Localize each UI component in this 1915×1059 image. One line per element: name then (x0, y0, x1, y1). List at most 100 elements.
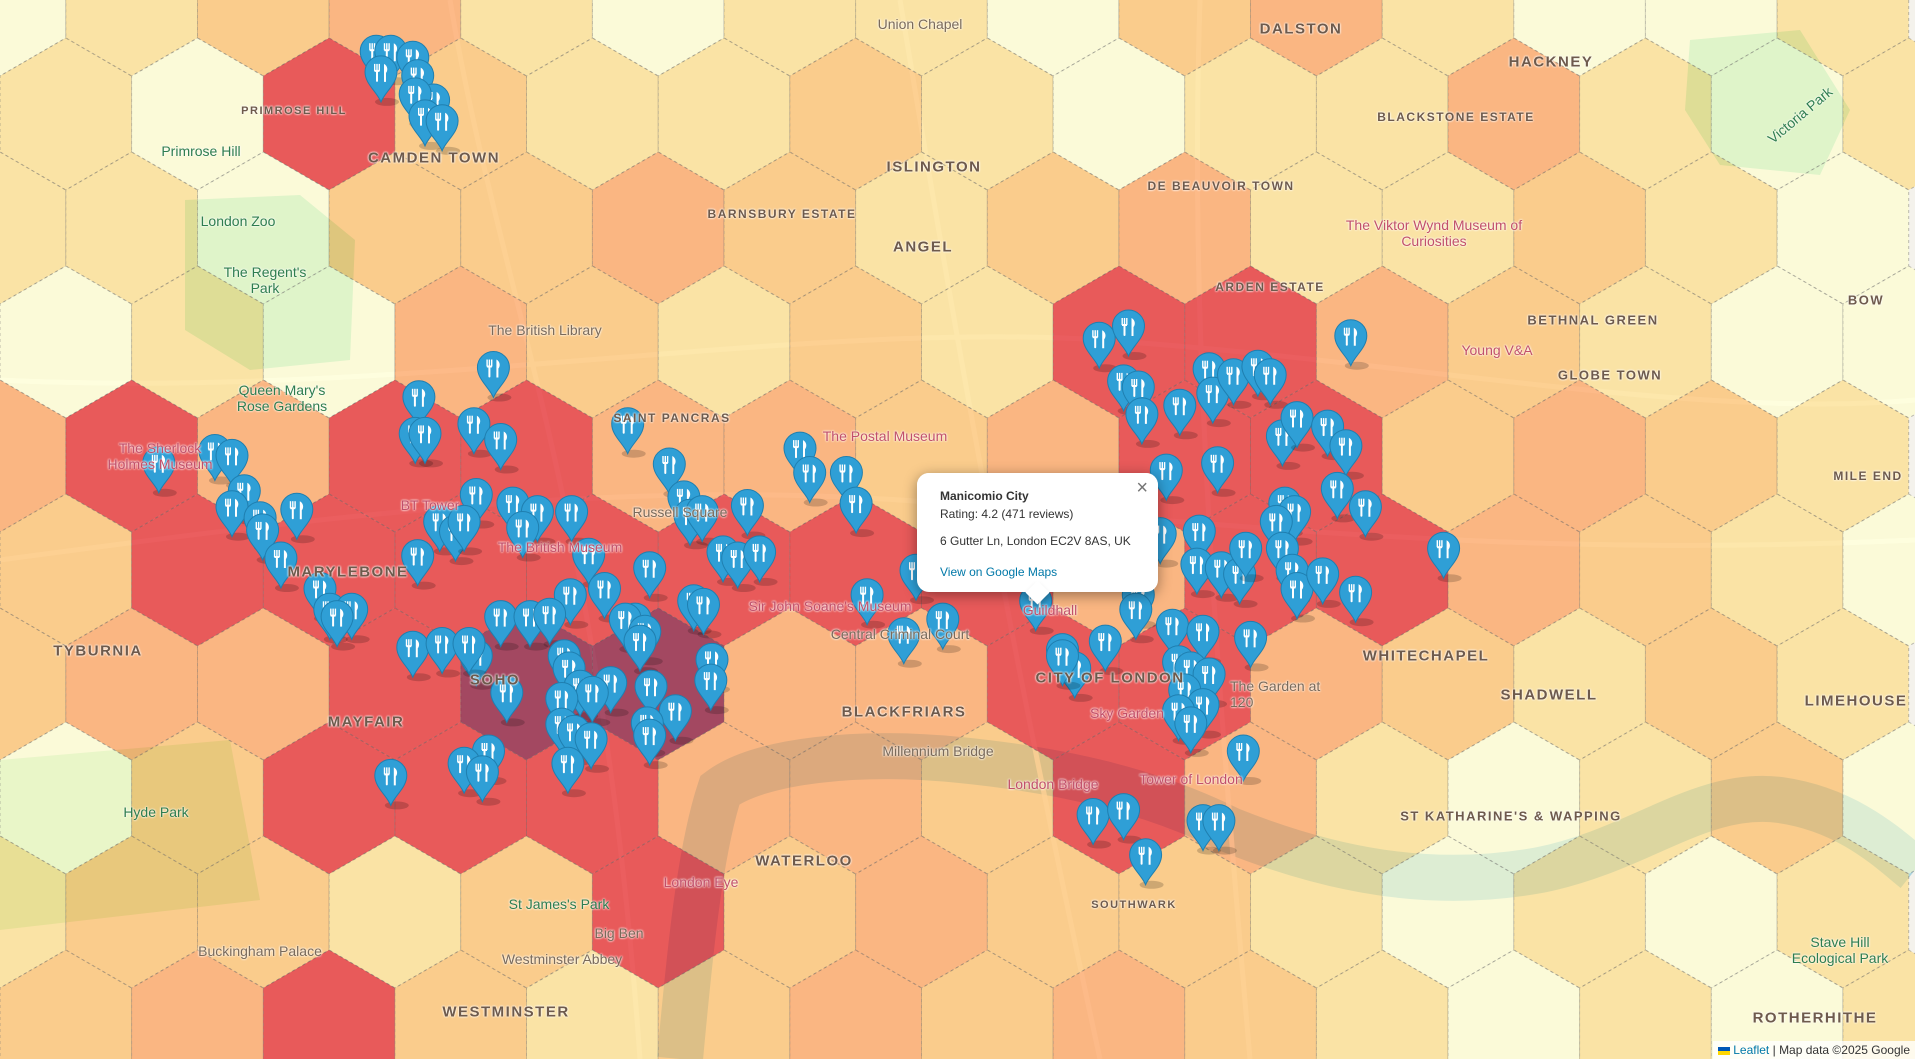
restaurant-marker[interactable] (1129, 838, 1164, 889)
restaurant-popup: × Manicomio City Rating: 4.2 (471 review… (917, 473, 1158, 605)
restaurant-marker[interactable] (926, 602, 961, 654)
restaurant-marker[interactable] (1427, 531, 1462, 583)
restaurant-marker[interactable] (465, 755, 501, 806)
hexbin-cell (0, 379, 67, 533)
fork-knife-icon (581, 546, 596, 565)
restaurant-marker[interactable] (396, 630, 431, 682)
ukraine-flag-icon (1718, 1046, 1731, 1055)
google-maps-link[interactable]: View on Google Maps (940, 565, 1058, 579)
restaurant-marker[interactable] (425, 627, 461, 678)
restaurant-marker[interactable] (484, 600, 519, 651)
hexbin-cell (0, 607, 67, 761)
restaurant-marker[interactable] (1076, 798, 1112, 849)
restaurant-marker[interactable] (1163, 388, 1198, 440)
leaflet-link[interactable]: Leaflet (1733, 1043, 1770, 1057)
restaurant-marker[interactable] (484, 423, 519, 474)
restaurant-marker[interactable] (887, 617, 922, 668)
restaurant-marker[interactable] (374, 758, 409, 810)
restaurant-marker[interactable] (364, 55, 399, 106)
hexbin-cell (1644, 835, 1778, 989)
fork-knife-icon (703, 672, 718, 691)
hexbin-cell (1315, 949, 1449, 1059)
map-attribution: Leaflet | Map data ©2025 Google (1713, 1041, 1915, 1059)
restaurant-marker[interactable] (1306, 557, 1341, 608)
restaurant-marker[interactable] (1329, 429, 1364, 480)
restaurant-marker[interactable] (1280, 572, 1315, 623)
hexbin-cell (1842, 949, 1915, 1059)
restaurant-marker[interactable] (1119, 592, 1154, 644)
restaurant-marker[interactable] (1339, 575, 1374, 627)
restaurant-marker[interactable] (551, 746, 586, 798)
hexbin-cell (1513, 379, 1646, 533)
restaurant-marker[interactable] (1202, 804, 1237, 855)
popup-address: 6 Gutter Ln, London EC2V 8AS, UK (940, 534, 1131, 548)
hexbin-cell (1776, 607, 1910, 761)
fork-knife-icon (151, 454, 166, 473)
restaurant-marker[interactable] (694, 663, 729, 715)
restaurant-marker[interactable] (1045, 639, 1081, 690)
restaurant-marker[interactable] (476, 351, 512, 402)
restaurant-marker[interactable] (574, 722, 610, 773)
restaurant-marker[interactable] (452, 627, 487, 678)
fork-knife-icon (1196, 623, 1210, 642)
restaurant-marker[interactable] (743, 535, 778, 586)
restaurant-marker[interactable] (1216, 358, 1252, 409)
fork-knife-icon (642, 727, 657, 746)
restaurant-marker[interactable] (1174, 706, 1209, 757)
restaurant-marker[interactable] (1226, 734, 1262, 785)
hexbin-cell (1644, 379, 1778, 533)
restaurant-marker[interactable] (1196, 376, 1231, 428)
fork-knife-icon (1290, 580, 1304, 599)
fork-knife-icon (462, 635, 476, 654)
restaurant-marker[interactable] (425, 104, 461, 155)
fork-knife-icon (740, 497, 754, 516)
restaurant-marker[interactable] (447, 504, 483, 556)
hexbin-cell (526, 37, 659, 191)
restaurant-marker[interactable] (1125, 397, 1160, 448)
restaurant-marker[interactable] (1234, 620, 1269, 672)
hexbin-cell (1315, 37, 1449, 191)
restaurant-marker[interactable] (1348, 490, 1384, 541)
restaurant-marker[interactable] (1107, 793, 1142, 844)
restaurant-marker[interactable] (1253, 358, 1289, 409)
restaurant-marker[interactable] (850, 578, 886, 629)
restaurant-marker[interactable] (1280, 401, 1315, 452)
restaurant-marker[interactable] (1229, 531, 1264, 583)
restaurant-marker[interactable] (686, 587, 722, 639)
fork-knife-icon (435, 112, 449, 131)
restaurant-marker[interactable] (1180, 547, 1215, 599)
hexbin-cell (262, 721, 396, 875)
restaurant-marker[interactable] (1201, 446, 1236, 497)
restaurant-marker[interactable] (401, 539, 436, 590)
restaurant-marker[interactable] (1111, 309, 1147, 360)
restaurant-marker[interactable] (633, 551, 668, 602)
popup-close-button[interactable]: × (1136, 477, 1148, 499)
restaurant-marker[interactable] (408, 416, 443, 468)
restaurant-marker[interactable] (594, 666, 629, 717)
restaurant-marker[interactable] (490, 675, 525, 727)
restaurant-marker[interactable] (264, 541, 299, 592)
restaurant-marker[interactable] (611, 407, 646, 458)
fork-knife-icon (1165, 617, 1179, 636)
restaurant-marker[interactable] (633, 718, 668, 770)
hexbin-cell (262, 949, 396, 1059)
fork-knife-icon (1086, 806, 1100, 825)
restaurant-marker[interactable] (1334, 319, 1369, 370)
restaurant-marker[interactable] (839, 486, 875, 538)
hexbin-cell (1184, 949, 1317, 1059)
restaurant-marker[interactable] (320, 600, 356, 651)
restaurant-marker[interactable] (1320, 471, 1356, 523)
fork-knife-icon (793, 440, 807, 459)
hexbin-cell (1381, 379, 1515, 533)
restaurant-marker[interactable] (142, 446, 177, 497)
fork-knife-icon (1183, 714, 1198, 733)
fork-knife-icon (597, 580, 611, 599)
restaurant-marker[interactable] (506, 511, 541, 562)
restaurant-marker[interactable] (1088, 624, 1124, 676)
restaurant-marker[interactable] (793, 456, 828, 507)
fork-knife-icon (752, 543, 766, 562)
restaurant-marker[interactable] (280, 492, 315, 544)
hexbin-cell (131, 949, 264, 1059)
fork-knife-icon (410, 547, 425, 566)
